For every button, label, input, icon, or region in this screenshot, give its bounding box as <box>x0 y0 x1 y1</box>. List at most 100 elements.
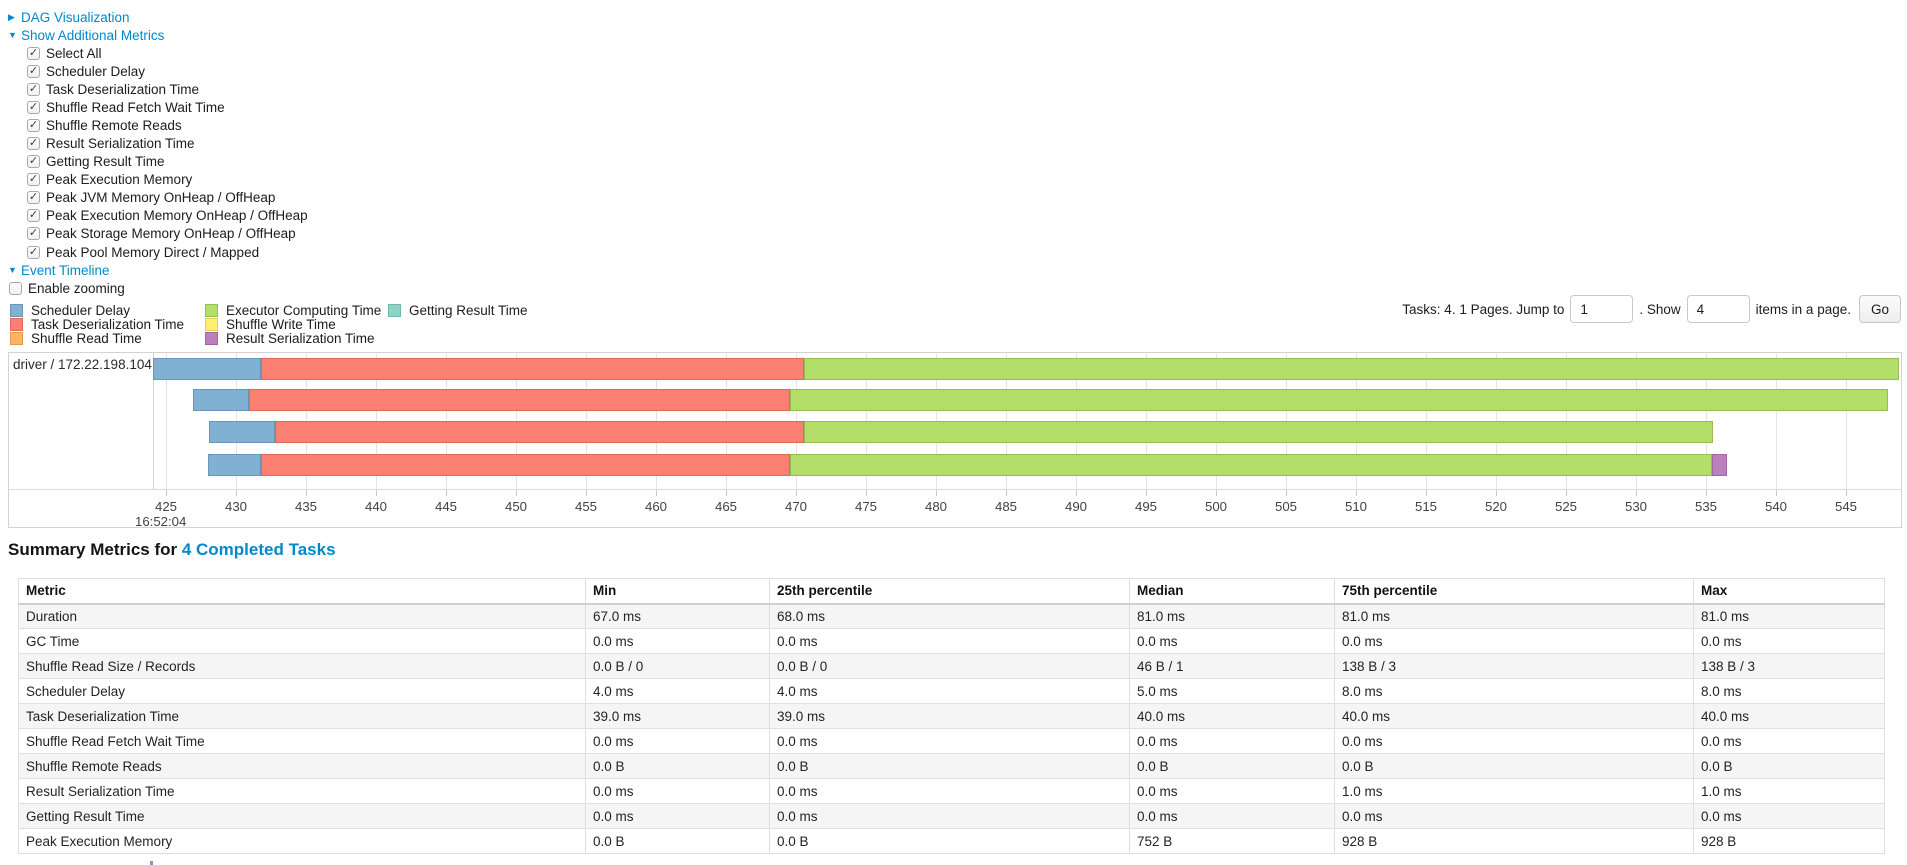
checkbox[interactable] <box>27 118 40 132</box>
metric-value-cell: 39.0 ms <box>585 703 770 729</box>
show-additional-metrics-toggle[interactable]: ▼ Show Additional Metrics <box>8 26 308 44</box>
checkbox-label: Result Serialization Time <box>46 136 195 152</box>
task-bar-scheduler-delay <box>209 421 276 443</box>
axis-tick-label: 490 <box>1064 499 1087 514</box>
axis-tick-label: 495 <box>1134 499 1157 514</box>
metric-value-cell: 928 B <box>1693 828 1885 854</box>
metric-value-cell: 0.0 B <box>1693 753 1885 779</box>
checkbox[interactable] <box>27 191 40 205</box>
completed-tasks-link[interactable]: 4 Completed Tasks <box>181 540 336 559</box>
checkbox[interactable] <box>27 82 40 96</box>
checkbox-label: Select All <box>46 45 102 61</box>
metric-checkbox-row-getting-result-time[interactable]: Getting Result Time <box>27 153 308 171</box>
checkbox[interactable] <box>27 173 40 187</box>
pagination-show-label: . Show <box>1639 301 1681 317</box>
axis-tick <box>656 490 657 496</box>
metric-value-cell: 0.0 ms <box>1129 778 1335 804</box>
axis-tick <box>446 490 447 496</box>
axis-tick <box>1776 490 1777 496</box>
axis-tick <box>236 490 237 496</box>
task-deserialization-swatch-icon <box>10 317 23 331</box>
metric-checkbox-row-task-deserialization-time[interactable]: Task Deserialization Time <box>27 80 308 98</box>
metric-name-cell: Shuffle Read Fetch Wait Time <box>18 728 586 754</box>
go-button[interactable]: Go <box>1858 295 1901 323</box>
axis-tick <box>1006 490 1007 496</box>
checkbox[interactable] <box>27 209 40 223</box>
checkbox[interactable] <box>27 245 40 259</box>
show-additional-metrics-label: Show Additional Metrics <box>21 27 165 43</box>
shuffle-write-swatch-icon <box>205 317 218 331</box>
enable-zooming-checkbox[interactable] <box>9 281 22 295</box>
axis-divider <box>9 489 1901 490</box>
legend-label: Result Serialization Time <box>226 330 375 346</box>
items-per-page-input[interactable] <box>1686 295 1750 323</box>
pagination-suffix: items in a page. <box>1755 301 1851 317</box>
legend-item-shuffle-write: Shuffle Write Time <box>205 317 388 332</box>
axis-tick-label: 530 <box>1624 499 1647 514</box>
metric-checkbox-row-result-serialization-time[interactable]: Result Serialization Time <box>27 134 308 152</box>
axis-tick <box>1496 490 1497 496</box>
checkbox[interactable] <box>27 46 40 60</box>
metric-checkbox-row-scheduler-delay[interactable]: Scheduler Delay <box>27 62 308 80</box>
metric-value-cell: 40.0 ms <box>1693 703 1885 729</box>
metric-checkbox-row-peak-pool-memory-direct-mapped[interactable]: Peak Pool Memory Direct / Mapped <box>27 243 308 261</box>
event-timeline-toggle[interactable]: ▼ Event Timeline <box>8 261 308 279</box>
legend-item-result-serialization: Result Serialization Time <box>205 330 388 346</box>
checkbox-label: Peak Pool Memory Direct / Mapped <box>46 244 260 260</box>
jump-to-page-input[interactable] <box>1570 295 1634 323</box>
metric-value-cell: 0.0 ms <box>769 628 1130 654</box>
checkbox-label: Peak Storage Memory OnHeap / OffHeap <box>46 226 296 242</box>
axis-tick <box>376 490 377 496</box>
legend-item-executor-computing: Executor Computing Time <box>205 303 388 318</box>
task-bar-task-deserialization <box>261 454 791 476</box>
metric-checkbox-row-peak-jvm-memory-onheap-offheap[interactable]: Peak JVM Memory OnHeap / OffHeap <box>27 189 308 207</box>
cutoff-section-artifact <box>150 861 153 865</box>
checkbox[interactable] <box>27 64 40 78</box>
enable-zooming-checkbox-row[interactable]: Enable zooming <box>9 279 308 297</box>
legend-label: Shuffle Read Time <box>31 330 142 346</box>
summary-col-header: Metric <box>18 578 586 605</box>
dag-visualization-label: DAG Visualization <box>21 9 130 25</box>
axis-tick-label: 440 <box>364 499 387 514</box>
axis-tick-label: 520 <box>1484 499 1507 514</box>
axis-tick-label: 480 <box>924 499 947 514</box>
metric-value-cell: 40.0 ms <box>1129 703 1335 729</box>
summary-col-header: Median <box>1129 578 1335 605</box>
checkbox[interactable] <box>27 227 40 241</box>
pagination-info: Tasks: 4. 1 Pages. Jump to <box>1402 301 1565 317</box>
axis-gridline <box>1776 353 1777 489</box>
checkbox[interactable] <box>27 137 40 151</box>
legend-item-shuffle-read: Shuffle Read Time <box>10 330 205 346</box>
checkbox[interactable] <box>27 100 40 114</box>
metric-value-cell: 752 B <box>1129 828 1335 854</box>
metric-checkbox-row-peak-storage-memory-onheap-offheap[interactable]: Peak Storage Memory OnHeap / OffHeap <box>27 225 308 243</box>
metric-value-cell: 0.0 ms <box>585 778 770 804</box>
axis-tick-label: 450 <box>504 499 527 514</box>
metric-checkbox-row-peak-execution-memory-onheap-offheap[interactable]: Peak Execution Memory OnHeap / OffHeap <box>27 207 308 225</box>
axis-gridline <box>1846 353 1847 489</box>
dag-visualization-toggle[interactable]: ▶ DAG Visualization <box>8 8 308 26</box>
metric-checkbox-row-shuffle-remote-reads[interactable]: Shuffle Remote Reads <box>27 116 308 134</box>
metric-value-cell: 0.0 ms <box>1129 803 1335 829</box>
metric-checkbox-row-shuffle-read-fetch-wait-time[interactable]: Shuffle Read Fetch Wait Time <box>27 98 308 116</box>
metric-checkbox-row-peak-execution-memory[interactable]: Peak Execution Memory <box>27 171 308 189</box>
executor-group-label: driver / 172.22.198.104 <box>13 357 152 372</box>
axis-tick-label: 445 <box>434 499 457 514</box>
metric-value-cell: 0.0 ms <box>769 778 1130 804</box>
result-serialization-swatch-icon <box>205 331 218 345</box>
axis-tick-label: 485 <box>994 499 1017 514</box>
task-bar-task-deserialization <box>275 421 805 443</box>
metric-value-cell: 0.0 ms <box>1334 728 1694 754</box>
checkbox[interactable] <box>27 155 40 169</box>
axis-tick-label: 500 <box>1204 499 1227 514</box>
axis-tick-label: 430 <box>224 499 247 514</box>
metric-checkbox-row-select-all[interactable]: Select All <box>27 44 308 62</box>
legend-label: Getting Result Time <box>409 302 528 318</box>
metric-value-cell: 0.0 B <box>769 753 1130 779</box>
axis-tick <box>306 490 307 496</box>
axis-tick <box>1356 490 1357 496</box>
task-bar-task-deserialization <box>261 358 805 380</box>
executor-computing-swatch-icon <box>205 303 218 317</box>
axis-tick-label: 540 <box>1764 499 1787 514</box>
metric-value-cell: 0.0 ms <box>1693 728 1885 754</box>
